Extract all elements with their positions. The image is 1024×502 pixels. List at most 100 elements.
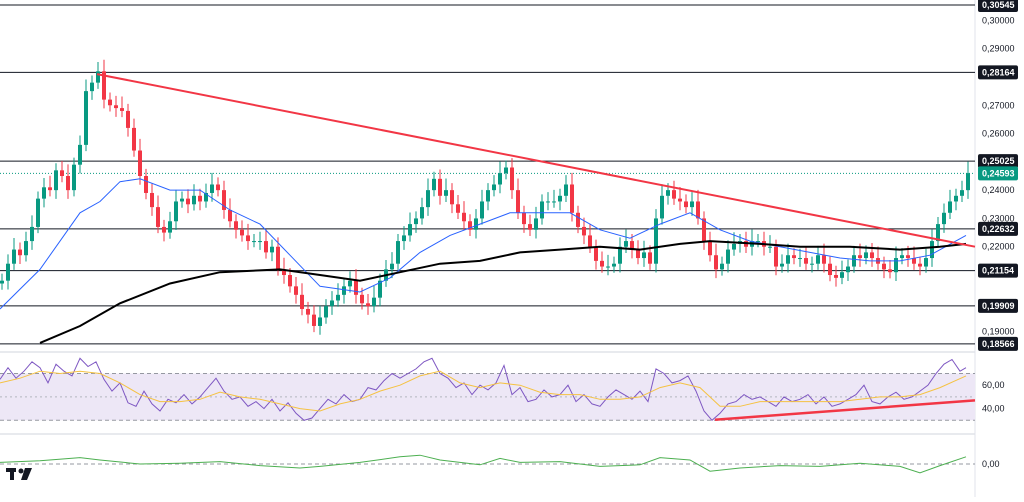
candle-138 (828, 256, 832, 282)
candle-106 (636, 240, 640, 265)
candle-31 (186, 189, 190, 214)
candle-68 (408, 212, 412, 242)
candle-body (372, 297, 376, 307)
candle-body (900, 255, 904, 259)
candle-body (480, 201, 484, 219)
candle-body (132, 127, 136, 151)
candle-body (756, 241, 760, 243)
candle-body (318, 317, 322, 326)
candle-3 (18, 242, 22, 264)
candle-97 (582, 217, 586, 245)
candle-body (660, 195, 664, 219)
level-label-text: 0,19909 (982, 301, 1015, 311)
level-label-text: 0,18566 (982, 339, 1015, 349)
candle-2 (12, 237, 16, 270)
candle-body (516, 190, 520, 213)
candle-body (822, 255, 826, 264)
horizontal-levels (0, 4, 975, 345)
candle-body (6, 263, 10, 281)
candle-body (852, 255, 856, 267)
candle-body (612, 263, 616, 267)
candle-body (732, 243, 736, 250)
candle-body (672, 190, 676, 199)
candle-17 (102, 59, 106, 109)
candle-92 (552, 189, 556, 208)
candle-body (246, 235, 250, 242)
candle-52 (312, 305, 316, 333)
price-tick-label-1: 0,29000 (982, 44, 1015, 54)
candle-body (930, 241, 934, 259)
candle-body (606, 266, 610, 268)
candle-134 (804, 246, 808, 270)
price-tick-label-0: 0,30000 (982, 15, 1015, 25)
candle-159 (954, 188, 958, 211)
candle-41 (246, 223, 250, 250)
candle-body (492, 184, 496, 191)
candle-body (276, 246, 280, 270)
candle-114 (684, 194, 688, 214)
candle-112 (672, 180, 676, 205)
candle-57 (342, 279, 346, 304)
candle-body (474, 218, 478, 230)
candle-body (924, 258, 928, 267)
candle-body (504, 167, 508, 174)
candle-body (126, 110, 130, 128)
candle-113 (678, 187, 682, 211)
candle-61 (366, 293, 370, 315)
candle-75 (450, 183, 454, 214)
candle-body (816, 255, 820, 264)
candle-54 (324, 299, 328, 324)
macd-tick-label-0: 0,00 (982, 459, 1000, 469)
rsi-trendline (714, 399, 976, 421)
candle-body (108, 99, 112, 106)
candle-body (288, 275, 292, 287)
candle-13 (78, 135, 82, 174)
ma-fast-line (0, 178, 967, 310)
candle-body (780, 263, 784, 267)
candle-117 (702, 211, 706, 250)
candle-body (636, 249, 640, 259)
level-label-text: 0,28164 (982, 67, 1015, 77)
candle-body (48, 187, 52, 191)
candle-body (252, 241, 256, 243)
level-label-bg (978, 263, 1018, 278)
candle-body (576, 212, 580, 227)
ma-slow-line (39, 240, 967, 344)
candle-90 (540, 194, 544, 225)
candle-55 (330, 291, 334, 315)
candle-39 (234, 214, 238, 239)
candle-94 (564, 175, 568, 203)
candle-21 (126, 103, 130, 137)
price-tick-label-3: 0,26000 (982, 129, 1015, 139)
candle-160 (960, 180, 964, 203)
candle-102 (612, 256, 616, 273)
candle-130 (780, 254, 784, 273)
candle-19 (114, 95, 118, 117)
candle-53 (318, 305, 322, 335)
candle-119 (714, 243, 718, 279)
candle-78 (468, 214, 472, 236)
candle-body (360, 294, 364, 304)
macd-line (0, 454, 967, 474)
candle-body (180, 198, 184, 202)
rsi-tick-label-1: 40,00 (982, 404, 1005, 414)
candle-body (198, 195, 202, 202)
candle-56 (336, 283, 340, 307)
candle-body (846, 266, 850, 273)
candle-body (342, 286, 346, 295)
candle-74 (444, 178, 448, 203)
candle-12 (72, 157, 76, 197)
candle-body (156, 207, 160, 227)
tradingview-logo (6, 468, 32, 480)
level-label-4: 0,21154 (978, 263, 1018, 278)
candle-body (894, 258, 898, 273)
candle-body (510, 167, 514, 191)
last-price-tag: 0,24593 (978, 166, 1018, 181)
candle-body (114, 105, 118, 109)
candle-73 (438, 169, 442, 205)
candle-body (540, 201, 544, 219)
level-label-bg (978, 221, 1018, 236)
candle-body (942, 212, 946, 225)
last-price-bg (978, 166, 1018, 181)
candle-body (120, 108, 124, 111)
